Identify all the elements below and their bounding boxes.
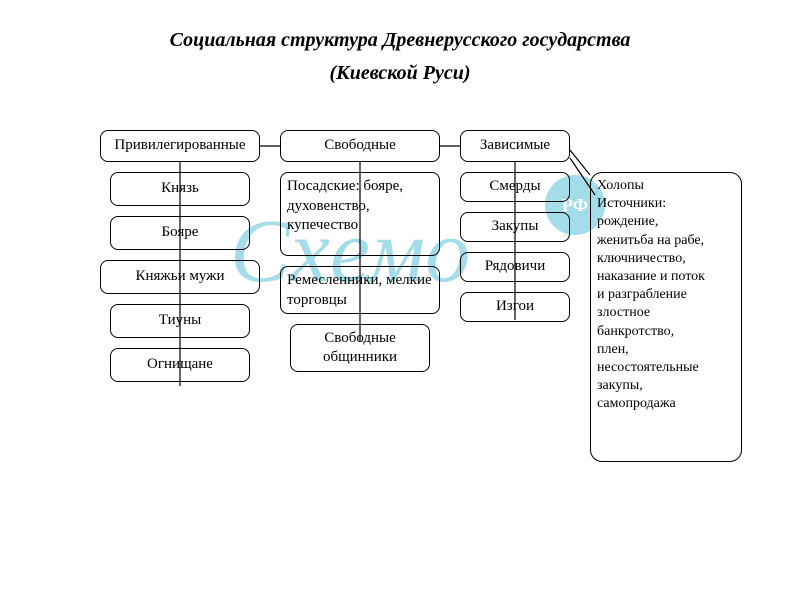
col2-header: Свободные [280, 130, 440, 162]
col1-header: Привилегированные [100, 130, 260, 162]
col3-item: Рядовичи [460, 252, 570, 282]
col3-item: Закупы [460, 212, 570, 242]
col1-item: Князь [110, 172, 250, 206]
side-note: Холопы Источники: рождение, женитьба на … [590, 172, 742, 462]
col2-item: Свободные общинники [290, 324, 430, 372]
col1-item: Бояре [110, 216, 250, 250]
col2-item: Ремесленники, мелкие торговцы [280, 266, 440, 314]
page-subtitle: (Киевской Руси) [0, 62, 800, 85]
col1-item: Огнищане [110, 348, 250, 382]
col1-item: Тиуны [110, 304, 250, 338]
col3-item: Изгои [460, 292, 570, 322]
page-title: Социальная структура Древнерусского госу… [0, 0, 800, 56]
col1-item: Княжьи мужи [100, 260, 260, 294]
col2-item: Посадские: бояре, духовенство, купечеств… [280, 172, 440, 256]
col3-header: Зависимые [460, 130, 570, 162]
col3-item: Смерды [460, 172, 570, 202]
